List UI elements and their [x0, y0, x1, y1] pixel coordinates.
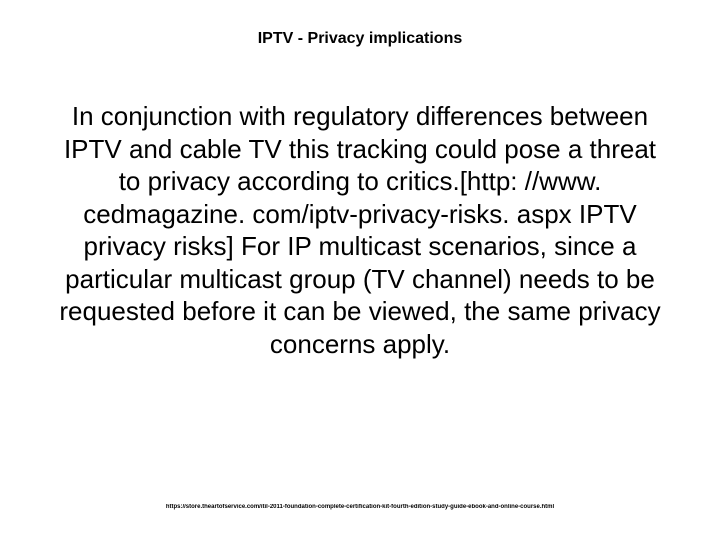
- slide-title: IPTV - Privacy implications: [0, 30, 720, 48]
- slide-body-text: In conjunction with regulatory differenc…: [56, 100, 664, 360]
- slide: IPTV - Privacy implications In conjuncti…: [0, 0, 720, 540]
- slide-footer-url: https://store.theartofservice.com/itil-2…: [0, 504, 720, 510]
